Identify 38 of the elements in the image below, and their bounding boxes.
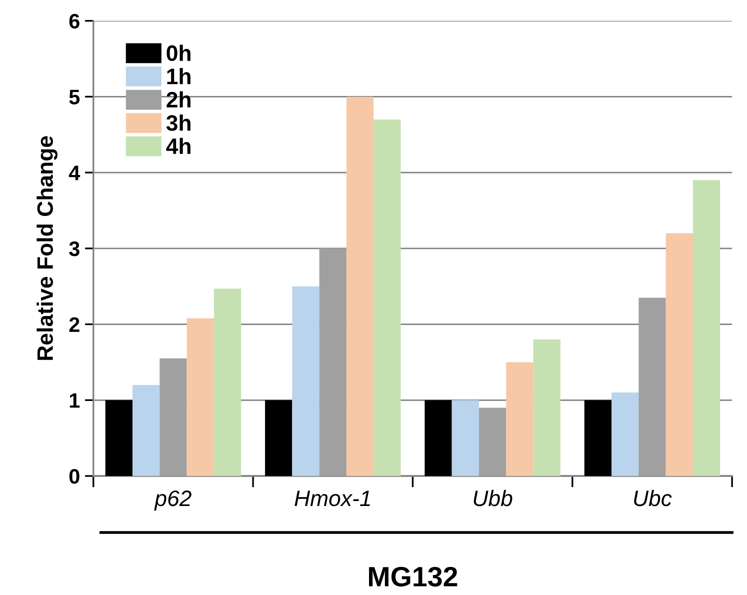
bar [346,96,374,476]
legend-label: 4h [166,138,190,154]
y-tick-label: 6 [69,14,80,29]
bar [319,248,346,476]
bar [214,288,242,476]
x-tick-label: Ubb [474,490,512,506]
bar [452,400,479,476]
bar [612,392,639,476]
bar [478,408,506,476]
x-tick-label: Ubc [634,490,672,506]
bar [132,384,160,476]
bar [374,119,401,476]
y-tick-label: 2 [69,317,80,332]
y-tick-label: 0 [69,469,80,484]
bar [292,286,320,476]
bar [666,233,693,476]
bar [506,362,534,476]
y-tick-label: 4 [68,166,80,180]
bar [105,400,132,476]
y-tick-label: 3 [69,241,80,256]
bar [160,358,187,476]
bar [584,400,612,476]
bar [186,318,214,476]
bar [692,180,720,476]
bar [533,339,560,476]
bar [424,400,452,476]
legend-label: 1h [167,68,190,84]
legend-label: 0h [166,44,190,62]
legend-label: 2h [166,91,190,108]
x-axis-title: MG132 [369,566,458,587]
x-tick-label: Hmox-1 [294,490,370,506]
y-tick-label: 1 [70,393,80,408]
y-tick-label: 5 [69,90,80,104]
bar [638,298,666,476]
bar [265,400,292,476]
legend-label: 3h [166,114,190,131]
y-axis-title: Relative Fold Change [36,136,58,360]
x-tick-label: p62 [154,490,192,511]
